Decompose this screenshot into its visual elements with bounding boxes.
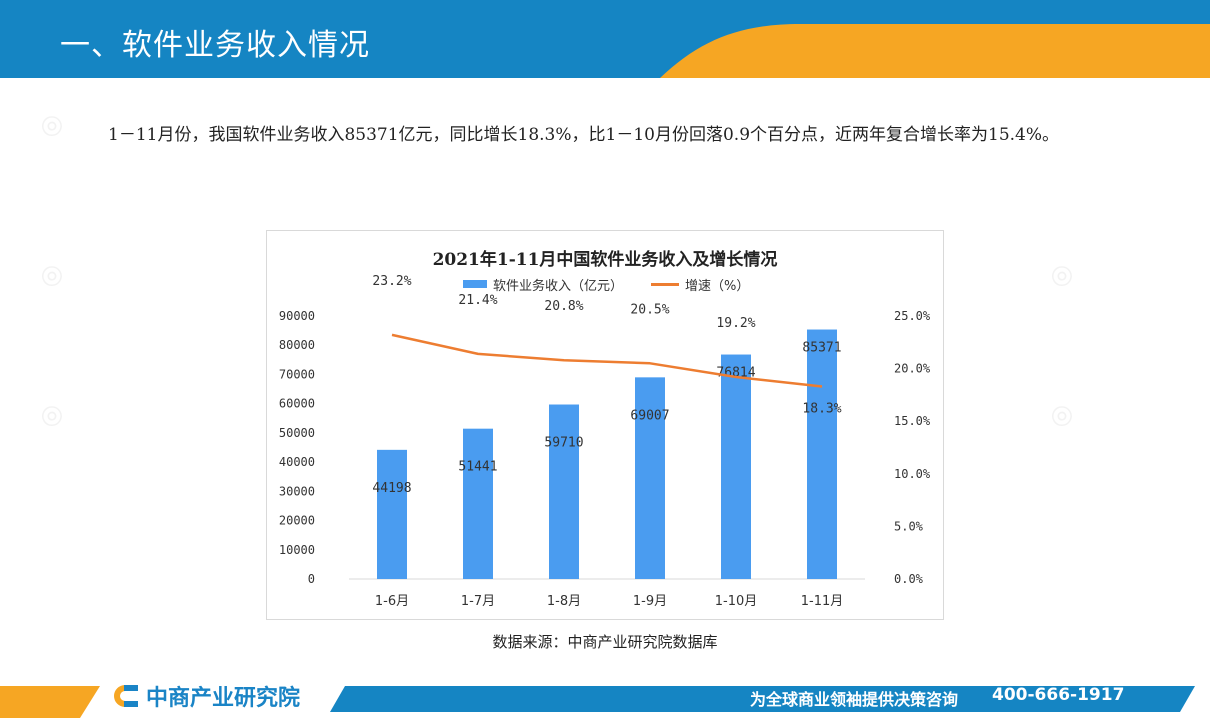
chart-container: 2021年1-11月中国软件业务收入及增长情况 软件业务收入（亿元） 增速（%）… [266,230,944,620]
legend-bar-swatch [463,280,487,288]
chart-plot: 0 10000 20000 30000 40000 50000 60000 70000 8000… [279,274,931,609]
line-data-label: 18.3% [802,401,841,416]
left-axis-tick-label: 70000 [279,367,315,381]
left-axis-tick-label: 50000 [279,426,315,440]
bar-data-label: 59710 [544,436,583,451]
line-data-label: 20.5% [630,302,669,317]
bar-data-label: 85371 [802,341,841,356]
x-axis-tick-label: 1-9月 [633,594,667,609]
chart-bar [377,449,407,579]
legend-line-swatch [651,282,680,286]
bar-data-label: 44198 [372,481,411,496]
legend-line-label: 增速（%） [685,278,750,294]
footer-logo: 中商产业研究院 [110,682,301,711]
legend-bar-label: 软件业务收入（亿元） [493,278,624,294]
line-data-label: 19.2% [716,316,755,331]
right-axis-tick-label: 5.0% [894,519,924,533]
x-axis-tick-label: 1-6月 [375,594,409,609]
brand-logo-icon [114,685,138,707]
footer-brand: 中商产业研究院 [146,686,301,711]
left-axis-tick-label: 80000 [279,338,315,352]
chart-legend: 软件业务收入（亿元） 增速（%） [463,275,750,294]
left-axis-tick-label: 40000 [279,455,315,469]
right-axis-tick-label: 25.0% [894,309,931,323]
watermark: ◎ [34,396,69,434]
bar-data-label: 76814 [716,366,755,381]
left-axis-tick-label: 20000 [279,514,315,528]
right-axis-tick-label: 15.0% [894,414,931,428]
footer-phone: 400-666-1917 [992,685,1125,705]
left-axis-tick-label: 0 [308,572,315,586]
chart-bar [721,354,751,579]
left-axis-tick-label: 90000 [279,309,315,323]
watermark: ◎ [1044,256,1079,294]
chart-bar [463,428,493,579]
chart-bar [807,329,837,579]
header-shape [0,0,1210,78]
right-axis-tick-label: 20.0% [894,362,931,376]
left-axis-tick-label: 60000 [279,397,315,411]
chart-title: 2021年1-11月中国软件业务收入及增长情况 [432,250,778,270]
chart-bar [549,404,579,579]
bar-data-label: 51441 [458,460,497,475]
right-axis-tick-label: 10.0% [894,467,931,481]
footer-banner [0,680,1210,718]
right-axis-tick-label: 0.0% [894,572,924,586]
x-axis-tick-label: 1-7月 [461,594,495,609]
x-axis-tick-label: 1-11月 [801,594,844,609]
watermark: ◎ [1044,396,1079,434]
left-axis-tick-label: 10000 [279,543,315,557]
intro-paragraph: 1－11月份，我国软件业务收入85371亿元，同比增长18.3%，比1－10月份… [108,125,1060,145]
header-banner: 一、软件业务收入情况 [0,0,1210,78]
page-title: 一、软件业务收入情况 [60,28,370,63]
line-data-label: 20.8% [544,299,583,314]
growth-rate-line [391,333,823,388]
x-axis-tick-label: 1-10月 [715,594,758,609]
line-data-label: 21.4% [458,293,497,308]
line-data-label: 23.2% [372,274,411,289]
watermark: ◎ [34,256,69,294]
footer-shape [0,686,1195,718]
x-axis-tick-label: 1-8月 [547,594,581,609]
footer-slogan: 为全球商业领袖提供决策咨询 [750,690,959,709]
bar-data-label: 69007 [630,408,669,423]
left-axis-tick-label: 30000 [279,484,315,498]
chart-bar [635,377,665,579]
data-source: 数据来源：中商产业研究院数据库 [492,633,718,651]
